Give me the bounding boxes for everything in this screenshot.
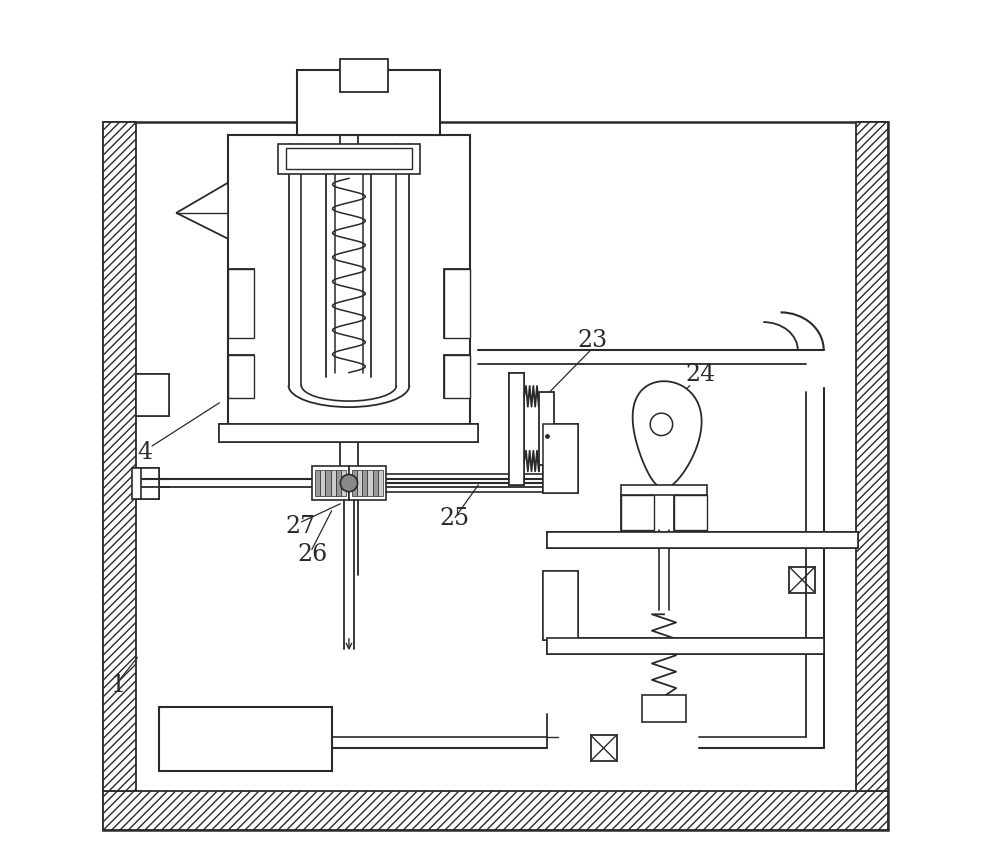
Bar <box>444 269 470 338</box>
Text: 4: 4 <box>137 441 153 464</box>
Text: 25: 25 <box>440 507 470 530</box>
Bar <box>219 424 478 442</box>
Bar <box>133 468 159 499</box>
Bar <box>136 374 169 416</box>
Bar <box>331 470 336 496</box>
Text: 24: 24 <box>686 363 716 386</box>
Bar <box>103 122 136 792</box>
Bar <box>547 533 858 548</box>
Bar <box>159 707 332 772</box>
Bar <box>336 470 341 496</box>
Circle shape <box>340 475 358 492</box>
Bar <box>357 470 362 496</box>
Bar <box>509 372 524 485</box>
Text: 1: 1 <box>110 674 125 697</box>
Bar <box>219 424 478 442</box>
Bar <box>444 355 470 398</box>
Bar <box>547 638 824 654</box>
Bar <box>103 792 888 830</box>
Bar <box>543 424 578 494</box>
Bar <box>362 470 367 496</box>
Bar <box>228 135 470 437</box>
Text: 23: 23 <box>578 329 608 352</box>
Bar <box>674 495 707 530</box>
Bar <box>547 638 824 654</box>
Bar <box>543 571 578 640</box>
Bar <box>621 495 654 530</box>
Bar <box>103 122 888 830</box>
Bar <box>228 355 254 398</box>
Bar <box>378 470 383 496</box>
Bar <box>789 567 815 592</box>
Bar <box>297 70 440 135</box>
Bar <box>228 269 254 338</box>
Bar <box>642 695 686 722</box>
Bar <box>621 495 654 530</box>
Bar <box>543 424 578 494</box>
Bar <box>856 122 888 792</box>
Bar <box>547 533 858 548</box>
Bar <box>543 571 578 640</box>
Bar <box>228 355 254 398</box>
Bar <box>591 735 617 761</box>
Bar <box>136 374 169 416</box>
Bar <box>621 485 707 495</box>
Bar <box>132 468 141 499</box>
Bar <box>674 495 707 530</box>
Bar <box>312 466 349 501</box>
Bar <box>286 148 412 169</box>
Bar <box>228 269 254 338</box>
Bar <box>352 470 357 496</box>
Bar <box>297 70 440 135</box>
Polygon shape <box>633 381 702 488</box>
Bar <box>539 392 554 465</box>
Bar <box>341 470 346 496</box>
Bar <box>325 470 331 496</box>
Text: 26: 26 <box>297 543 327 565</box>
Text: 27: 27 <box>286 515 316 538</box>
Circle shape <box>650 413 673 436</box>
Bar <box>509 372 524 485</box>
Bar <box>133 468 159 499</box>
Bar <box>444 269 470 338</box>
Bar <box>278 144 420 174</box>
Bar <box>367 470 373 496</box>
Bar <box>373 470 378 496</box>
Bar <box>320 470 325 496</box>
Polygon shape <box>176 183 228 239</box>
Bar <box>315 470 320 496</box>
Bar <box>340 59 388 92</box>
Bar <box>349 466 386 501</box>
Bar <box>444 355 470 398</box>
